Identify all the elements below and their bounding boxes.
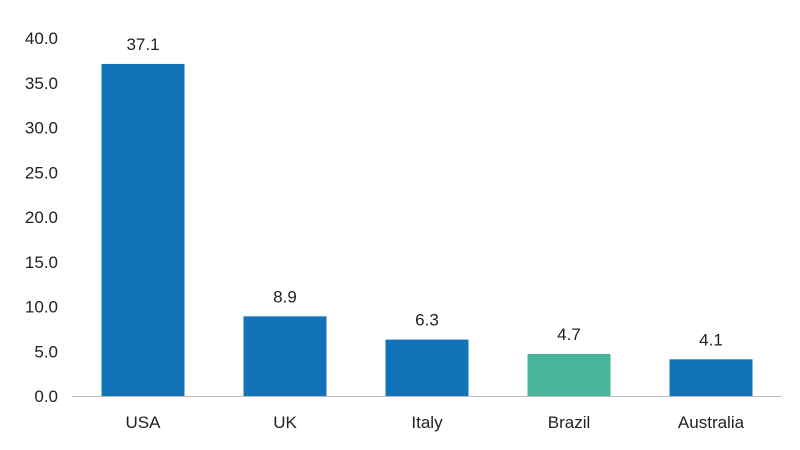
x-tick-label-uk: UK	[273, 413, 297, 432]
bar-uk	[244, 316, 327, 396]
bar-italy	[386, 340, 469, 396]
bar-brazil	[528, 354, 611, 396]
y-tick-label: 0.0	[34, 387, 58, 406]
y-tick-label: 20.0	[25, 208, 58, 227]
y-tick-label: 25.0	[25, 163, 58, 182]
data-label-usa: 37.1	[126, 35, 159, 54]
y-tick-label: 30.0	[25, 119, 58, 138]
data-labels-group: 37.1 8.9 6.3 4.7 4.1	[126, 35, 722, 349]
data-label-uk: 8.9	[273, 287, 297, 306]
y-tick-label: 5.0	[34, 342, 58, 361]
bar-usa	[102, 64, 185, 396]
x-axis: USA UK Italy Brazil Australia	[126, 413, 745, 432]
y-tick-label: 15.0	[25, 253, 58, 272]
x-tick-label-italy: Italy	[411, 413, 443, 432]
y-tick-label: 10.0	[25, 298, 58, 317]
y-axis: 0.0 5.0 10.0 15.0 20.0 25.0 30.0 35.0 40.0	[25, 29, 58, 406]
y-tick-label: 40.0	[25, 29, 58, 48]
data-label-australia: 4.1	[699, 330, 723, 349]
y-tick-label: 35.0	[25, 74, 58, 93]
data-label-italy: 6.3	[415, 311, 439, 330]
bars-group	[102, 64, 753, 396]
data-label-brazil: 4.7	[557, 325, 581, 344]
x-tick-label-brazil: Brazil	[548, 413, 591, 432]
x-tick-label-australia: Australia	[678, 413, 745, 432]
x-tick-label-usa: USA	[126, 413, 162, 432]
bar-australia	[670, 359, 753, 396]
